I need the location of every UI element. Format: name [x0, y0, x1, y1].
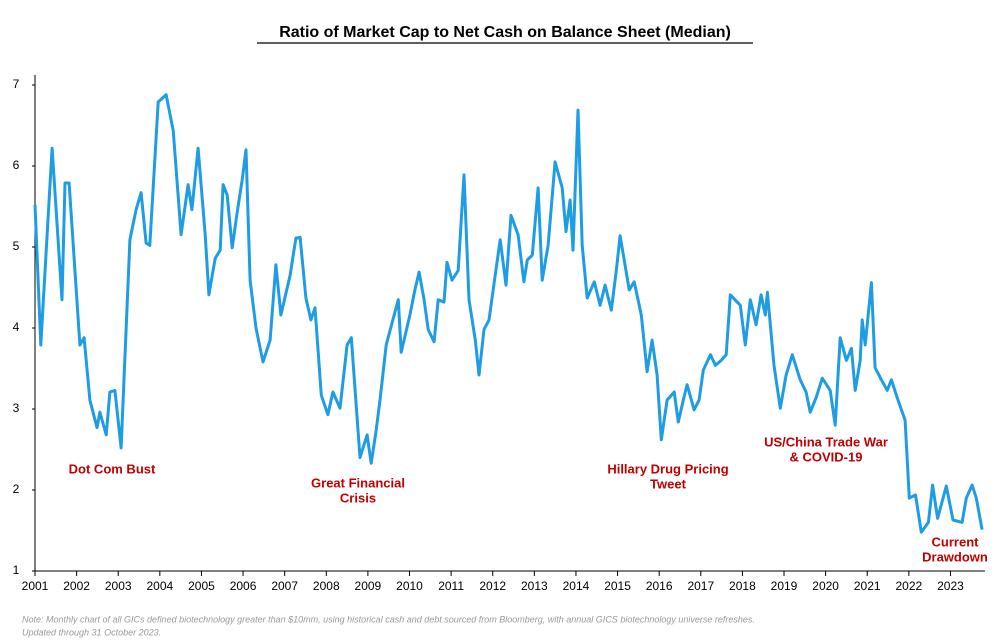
annotation: Current — [932, 534, 980, 549]
x-tick-label: 2013 — [521, 579, 548, 593]
x-tick-label: 2020 — [812, 579, 839, 593]
chart-title: Ratio of Market Cap to Net Cash on Balan… — [279, 24, 731, 41]
x-tick-label: 2002 — [63, 579, 90, 593]
x-tick-label: 2019 — [771, 579, 798, 593]
y-tick-label: 5 — [13, 239, 20, 253]
footnote: Note: Monthly chart of all GICs defined … — [22, 614, 755, 624]
x-tick-label: 2021 — [854, 579, 881, 593]
y-tick-label: 1 — [13, 563, 20, 577]
x-tick-label: 2004 — [146, 579, 173, 593]
x-tick-label: 2018 — [729, 579, 756, 593]
x-tick-label: 2003 — [105, 579, 132, 593]
y-tick-label: 4 — [13, 320, 20, 334]
x-tick-label: 2009 — [355, 579, 382, 593]
x-tick-label: 2007 — [271, 579, 298, 593]
footnote: Updated through 31 October 2023. — [22, 627, 161, 637]
annotation: Drawdown — [922, 549, 988, 564]
x-tick-label: 2001 — [22, 579, 49, 593]
annotation: Crisis — [340, 490, 376, 505]
y-tick-label: 3 — [13, 401, 20, 415]
data-line — [33, 93, 984, 534]
annotation: Hillary Drug Pricing — [607, 461, 728, 476]
y-tick-label: 6 — [13, 158, 20, 172]
annotation: Tweet — [650, 476, 687, 491]
annotation: Dot Com Bust — [69, 461, 156, 476]
x-tick-label: 2012 — [479, 579, 506, 593]
x-tick-label: 2008 — [313, 579, 340, 593]
x-tick-label: 2023 — [937, 579, 964, 593]
y-tick-label: 2 — [13, 482, 20, 496]
annotation: & COVID-19 — [790, 449, 863, 464]
x-tick-label: 2006 — [230, 579, 257, 593]
x-tick-label: 2011 — [438, 579, 464, 593]
y-tick-label: 7 — [13, 77, 20, 91]
annotation: Great Financial — [311, 475, 405, 490]
annotation: US/China Trade War — [764, 434, 888, 449]
x-tick-label: 2014 — [563, 579, 590, 593]
x-tick-label: 2005 — [188, 579, 215, 593]
x-tick-label: 2017 — [687, 579, 714, 593]
x-tick-label: 2015 — [604, 579, 631, 593]
x-tick-label: 2016 — [646, 579, 673, 593]
x-tick-label: 2022 — [895, 579, 922, 593]
x-tick-label: 2010 — [396, 579, 423, 593]
